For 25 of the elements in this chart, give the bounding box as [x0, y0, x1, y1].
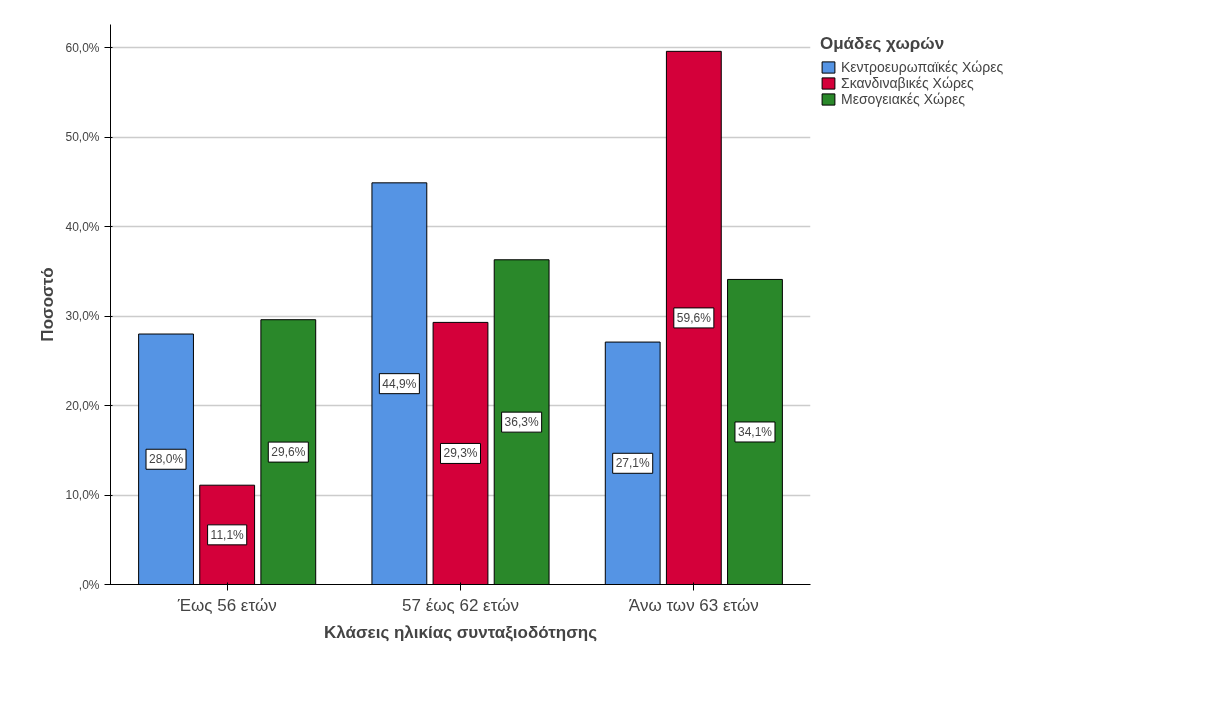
y-tick-label: 40,0% — [65, 219, 100, 234]
data-label: 44,9% — [382, 376, 417, 391]
x-tick-label: Άνω των 63 ετών — [628, 595, 759, 615]
y-tick-label: 20,0% — [65, 398, 100, 413]
data-label: 11,1% — [210, 527, 245, 542]
data-label: 36,3% — [504, 415, 539, 430]
data-label: 28,0% — [149, 452, 184, 467]
data-label: 29,3% — [443, 446, 478, 461]
y-tick-label: 30,0% — [65, 309, 100, 324]
data-label: 27,1% — [615, 456, 651, 471]
y-tick-label: 50,0% — [65, 130, 100, 145]
legend-title: Ομάδες χωρών — [820, 34, 946, 54]
x-axis-title: Κλάσεις ηλικίας συνταξιοδότησης — [324, 622, 598, 642]
x-tick-label: 57 έως 62 ετών — [402, 595, 519, 615]
data-label: 34,1% — [737, 424, 773, 439]
legend-label: Σκανδιναβικές Χώρες — [841, 75, 974, 91]
legend-label: Κεντροευρωπαϊκές Χώρες — [841, 59, 1004, 75]
legend-label: Μεσογειακές Χώρες — [841, 91, 965, 107]
data-label: 29,6% — [271, 445, 306, 460]
data-label: 59,6% — [676, 310, 712, 325]
y-tick-label: ,0% — [78, 577, 100, 592]
y-axis-title: Ποσοστό — [38, 267, 58, 342]
y-tick-label: 60,0% — [65, 40, 100, 55]
x-tick-label: Έως 56 ετών — [176, 595, 277, 615]
y-tick-label: 10,0% — [65, 488, 100, 503]
